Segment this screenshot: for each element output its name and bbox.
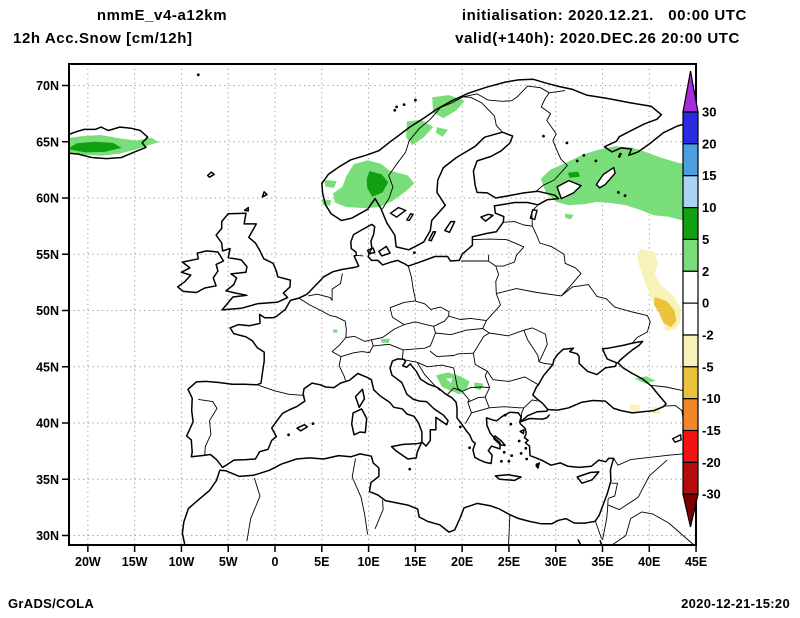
lon-tick-label: 10E	[357, 555, 379, 569]
colorbar-band	[682, 270, 699, 304]
colorbar-band	[682, 398, 699, 432]
colorbar-tick-label: -20	[702, 455, 721, 470]
lon-tick-label: 40E	[638, 555, 660, 569]
colorbar-band	[682, 175, 699, 209]
colorbar-band	[682, 238, 699, 272]
lon-tick-label: 5W	[219, 555, 238, 569]
colorbar-band	[682, 366, 699, 400]
colorbar-band	[682, 302, 699, 336]
lon-tick-label: 5E	[314, 555, 329, 569]
lakes	[389, 166, 682, 443]
lon-tick-label: 0	[272, 555, 279, 569]
lon-tick-label: 25E	[498, 555, 520, 569]
colorbar-arrow-down	[682, 493, 699, 528]
colorbar-band	[682, 207, 699, 241]
colorbar-band	[682, 461, 699, 495]
lon-tick-label: 10W	[169, 555, 195, 569]
colorbar-tick-label: 5	[702, 232, 709, 247]
colorbar-band	[682, 143, 699, 177]
map-content	[69, 64, 696, 545]
colorbar-tick-label: 0	[702, 296, 709, 311]
lon-tick-label: 20W	[75, 555, 101, 569]
lat-tick-label: 60N	[36, 192, 59, 206]
lon-tick-label: 15E	[404, 555, 426, 569]
lat-tick-label: 40N	[36, 417, 59, 431]
lat-tick-label: 65N	[36, 135, 59, 149]
colorbar-tick-label: 10	[702, 200, 716, 215]
lat-tick-label: 50N	[36, 304, 59, 318]
lon-tick-label: 20E	[451, 555, 473, 569]
coastlines	[181, 78, 696, 545]
colorbar	[682, 70, 699, 528]
colorbar-band	[682, 429, 699, 463]
colorbar-tick-label: 2	[702, 264, 709, 279]
colorbar-tick-label: 20	[702, 136, 716, 151]
colorbar-band	[682, 334, 699, 368]
country-borders	[198, 85, 696, 545]
snow-patches	[69, 95, 696, 414]
valid-time: valid(+140h): 2020.DEC.26 20:00 UTC	[455, 30, 740, 47]
lon-tick-label: 35E	[591, 555, 613, 569]
lat-tick-label: 55N	[36, 248, 59, 262]
colorbar-tick-label: 15	[702, 168, 716, 183]
lon-tick-label: 45E	[685, 555, 707, 569]
colorbar-tick-label: -30	[702, 487, 721, 502]
map-frame	[68, 63, 697, 546]
axis-ticks	[62, 84, 697, 552]
plot-title-product: 12h Acc.Snow [cm/12h]	[13, 30, 193, 47]
lat-tick-label: 30N	[36, 529, 59, 543]
island-coastlines	[69, 126, 600, 484]
colorbar-tick-label: 30	[702, 105, 716, 120]
creation-timestamp: 2020-12-21-15:20	[681, 596, 790, 611]
plot-title-model: nmmE_v4-a12km	[96, 7, 228, 24]
colorbar-tick-label: -2	[702, 328, 714, 343]
colorbar-tick-label: -10	[702, 391, 721, 406]
colorbar-tick-label: -5	[702, 359, 714, 374]
grads-credit: GrADS/COLA	[8, 596, 95, 611]
small-islands-and-lakes	[196, 73, 627, 471]
initialisation-time: initialisation: 2020.12.21. 00:00 UTC	[461, 7, 747, 24]
colorbar-tick-label: -15	[702, 423, 721, 438]
axis-labels: 70N 65N 60N 55N 50N 45N 40N 35N 30N 20W 15W 10W 5W 0 5…	[36, 79, 707, 569]
lat-tick-label: 70N	[36, 79, 59, 93]
lat-tick-label: 45N	[36, 360, 59, 374]
lon-tick-label: 15W	[122, 555, 148, 569]
colorbar-band	[682, 111, 699, 145]
gridlines	[69, 64, 696, 545]
lon-tick-label: 30E	[545, 555, 567, 569]
lat-tick-label: 35N	[36, 473, 59, 487]
